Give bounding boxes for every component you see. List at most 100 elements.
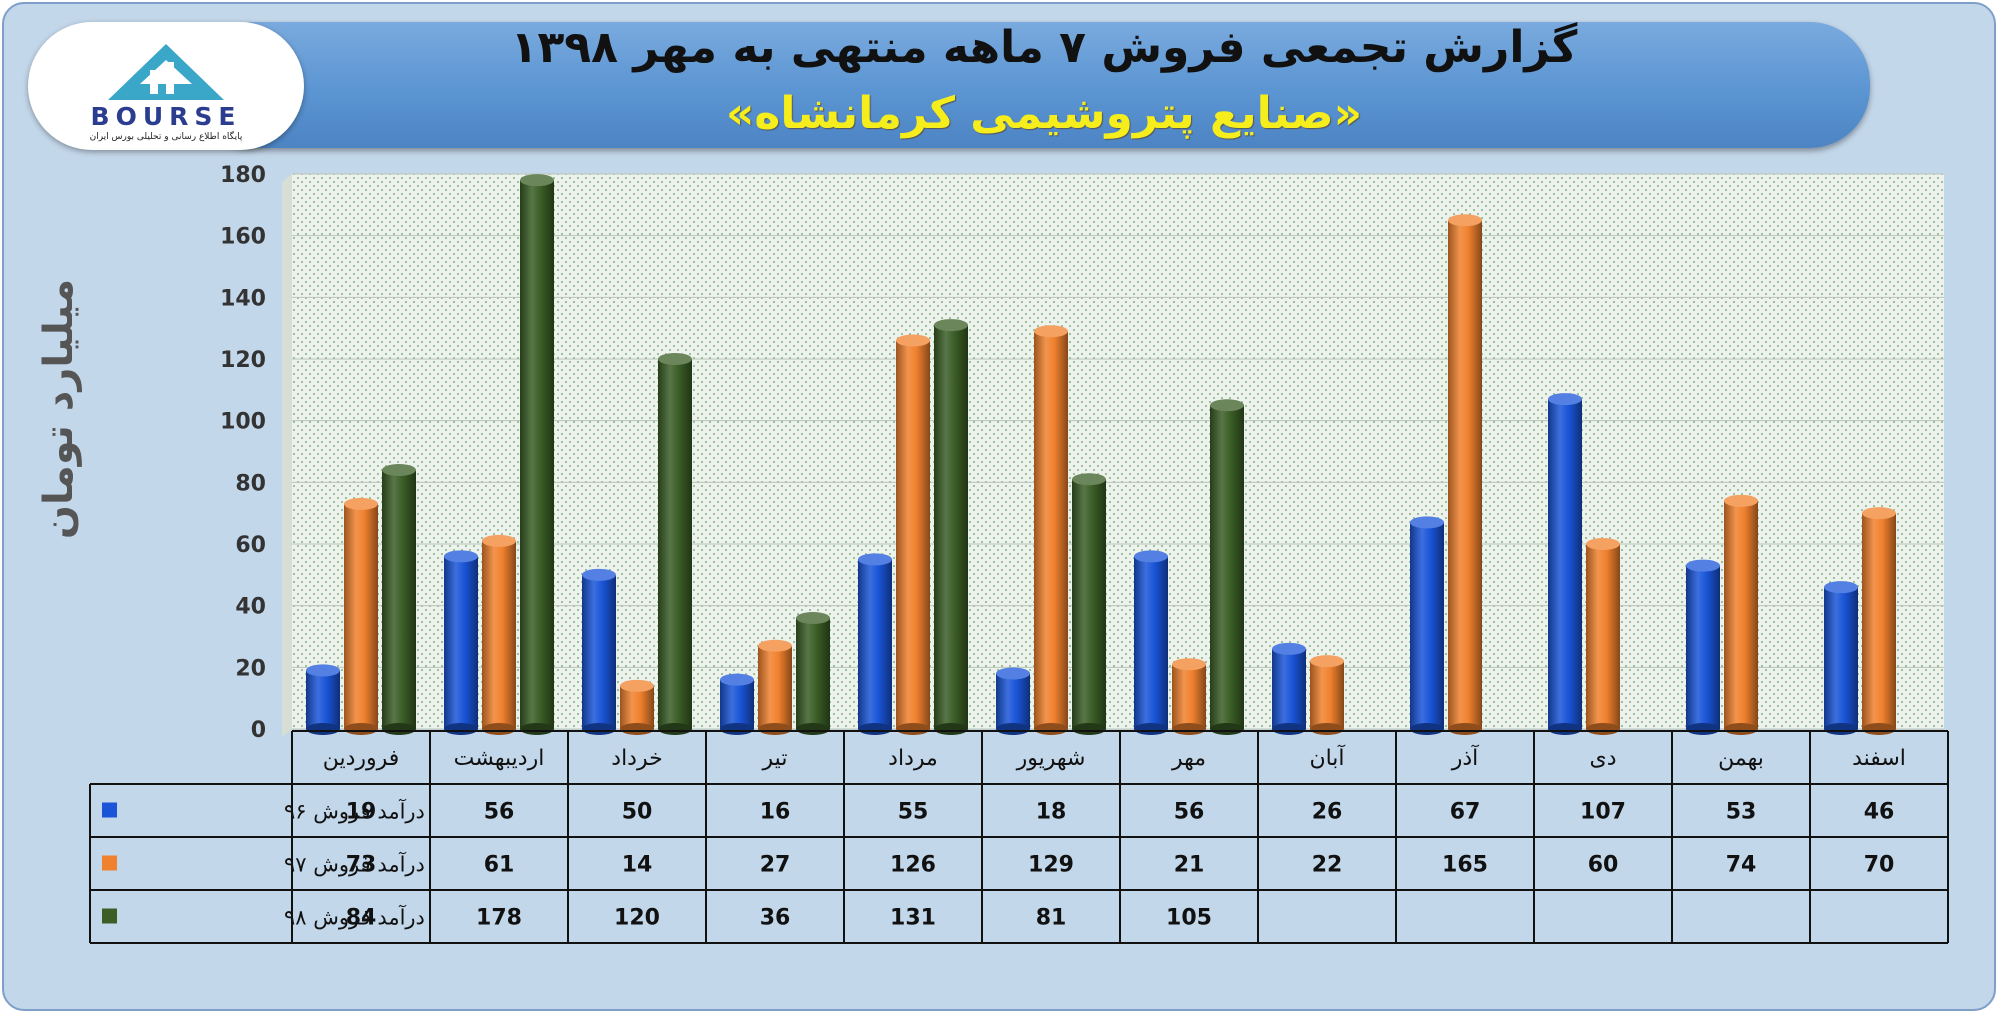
data-label: 21 xyxy=(1174,853,1205,878)
data-label: 81 xyxy=(1036,906,1067,931)
bar xyxy=(582,568,616,735)
bar xyxy=(720,673,754,735)
data-label: 165 xyxy=(1442,853,1488,878)
bar xyxy=(1548,393,1582,735)
bar-cap xyxy=(658,353,692,365)
bar-base xyxy=(382,723,416,735)
data-label: 70 xyxy=(1864,853,1895,878)
bar-chart: 0 20 40 60 80 100 120 140 160 180 فروردین اردیبهشت… xyxy=(89,163,1949,944)
bar-base xyxy=(1210,723,1244,735)
bar-cap xyxy=(1586,538,1620,550)
bar-cap xyxy=(1410,516,1444,529)
bar xyxy=(1448,214,1482,735)
bar-base xyxy=(934,723,968,735)
chart-subtitle: «صنایع پتروشیمی کرمانشاه» xyxy=(725,88,1363,139)
y-tick-label: 80 xyxy=(235,471,266,496)
bar-body xyxy=(444,556,478,729)
bar xyxy=(1272,642,1306,735)
bar-body xyxy=(1410,522,1444,729)
bar-base xyxy=(1072,723,1106,735)
bar-cap xyxy=(1272,642,1306,655)
bar-base xyxy=(896,723,930,735)
legend-label: درآمد فروش ۹۸ xyxy=(284,905,425,930)
bars xyxy=(306,174,1896,735)
category-label: آذر xyxy=(1451,744,1479,771)
y-tick-label: 100 xyxy=(220,410,266,435)
legend-swatch xyxy=(102,908,117,924)
data-label: 53 xyxy=(1726,800,1757,825)
bar xyxy=(1410,516,1444,735)
bar-cap xyxy=(620,679,654,692)
bar xyxy=(1724,494,1758,735)
bar-cap xyxy=(796,612,830,624)
chart-title: گزارش تجمعی فروش ۷ ماهه منتهی به مهر ۱۳۹… xyxy=(510,22,1578,73)
bar xyxy=(858,553,892,735)
bar-cap xyxy=(382,464,416,476)
bar-cap xyxy=(896,334,930,347)
category-label: تیر xyxy=(762,746,788,771)
data-label: 46 xyxy=(1864,800,1895,825)
bar-body xyxy=(758,645,792,729)
data-label: 126 xyxy=(890,853,936,878)
plot-area xyxy=(282,174,1944,737)
category-label: اردیبهشت xyxy=(454,746,545,771)
bar xyxy=(896,334,930,735)
bar-base xyxy=(582,723,616,735)
bar-base xyxy=(306,723,340,735)
bar-body xyxy=(1034,331,1068,729)
data-label: 131 xyxy=(890,906,936,931)
bar-body xyxy=(1134,556,1168,729)
legend-label: درآمد فروش ۹۶ xyxy=(284,799,425,824)
category-label: شهریور xyxy=(1016,746,1086,771)
category-label: مهر xyxy=(1171,746,1206,771)
data-label: 129 xyxy=(1028,853,1074,878)
plot-background xyxy=(292,174,1944,729)
category-label: خرداد xyxy=(611,746,662,771)
bar-body xyxy=(1686,565,1720,729)
y-tick-label: 160 xyxy=(220,225,266,250)
bar-base xyxy=(996,723,1030,735)
legend-swatch xyxy=(102,802,117,818)
bar-body xyxy=(1862,513,1896,729)
bar-base xyxy=(1172,723,1206,735)
bar-body xyxy=(1548,399,1582,729)
bar-body xyxy=(896,340,930,729)
data-label: 26 xyxy=(1312,800,1343,825)
bar-base xyxy=(1410,723,1444,735)
bar xyxy=(482,534,516,735)
bar-base xyxy=(720,723,754,735)
bar-body xyxy=(1210,405,1244,729)
bar-cap xyxy=(344,497,378,510)
gridlines xyxy=(292,173,1944,730)
bar xyxy=(344,497,378,735)
bar-base xyxy=(444,723,478,735)
bar xyxy=(1072,473,1106,735)
bar xyxy=(1862,507,1896,735)
bar-body xyxy=(520,180,554,729)
bar-body xyxy=(996,673,1030,729)
category-label: دی xyxy=(1589,746,1616,771)
bar-cap xyxy=(520,174,554,187)
bar-body xyxy=(582,574,616,729)
bar-cap xyxy=(1034,325,1068,338)
bar-body xyxy=(620,685,654,729)
bar-base xyxy=(1548,723,1582,735)
bar-base xyxy=(1862,723,1896,735)
data-label: 56 xyxy=(484,800,515,825)
bar-cap xyxy=(1134,550,1168,563)
data-label: 50 xyxy=(622,800,653,825)
bar xyxy=(796,612,830,735)
bar xyxy=(1686,559,1720,735)
y-tick-label: 120 xyxy=(220,348,266,373)
bar xyxy=(520,174,554,735)
data-table: فروردین اردیبهشت خرداد تیر مرداد شهریور مهر آبا… xyxy=(89,730,1949,944)
bar-base xyxy=(858,723,892,735)
bar xyxy=(658,353,692,735)
bar-base xyxy=(658,723,692,735)
data-label: 84 xyxy=(346,906,377,931)
legend-swatch xyxy=(102,855,117,871)
data-label: 55 xyxy=(898,800,929,825)
category-label: اسفند xyxy=(1852,746,1906,771)
bar-base xyxy=(1686,723,1720,735)
bar-body xyxy=(1586,544,1620,729)
